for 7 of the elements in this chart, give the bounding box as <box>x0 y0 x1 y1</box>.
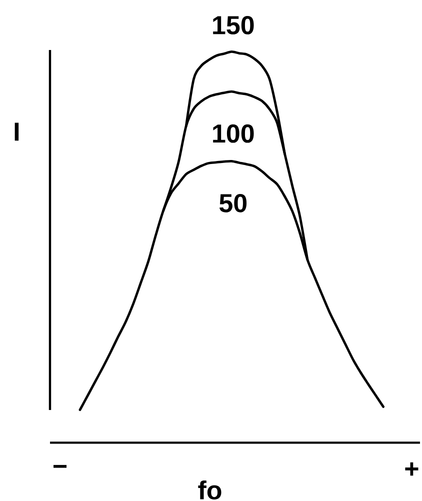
y-axis-title: I <box>14 122 19 141</box>
series-label: 50 <box>219 194 247 212</box>
series-label: 100 <box>213 124 254 143</box>
series-label: 150 <box>213 16 254 34</box>
text: − <box>53 464 67 468</box>
text: + <box>405 462 418 476</box>
x-axis-title: fo <box>198 480 222 500</box>
